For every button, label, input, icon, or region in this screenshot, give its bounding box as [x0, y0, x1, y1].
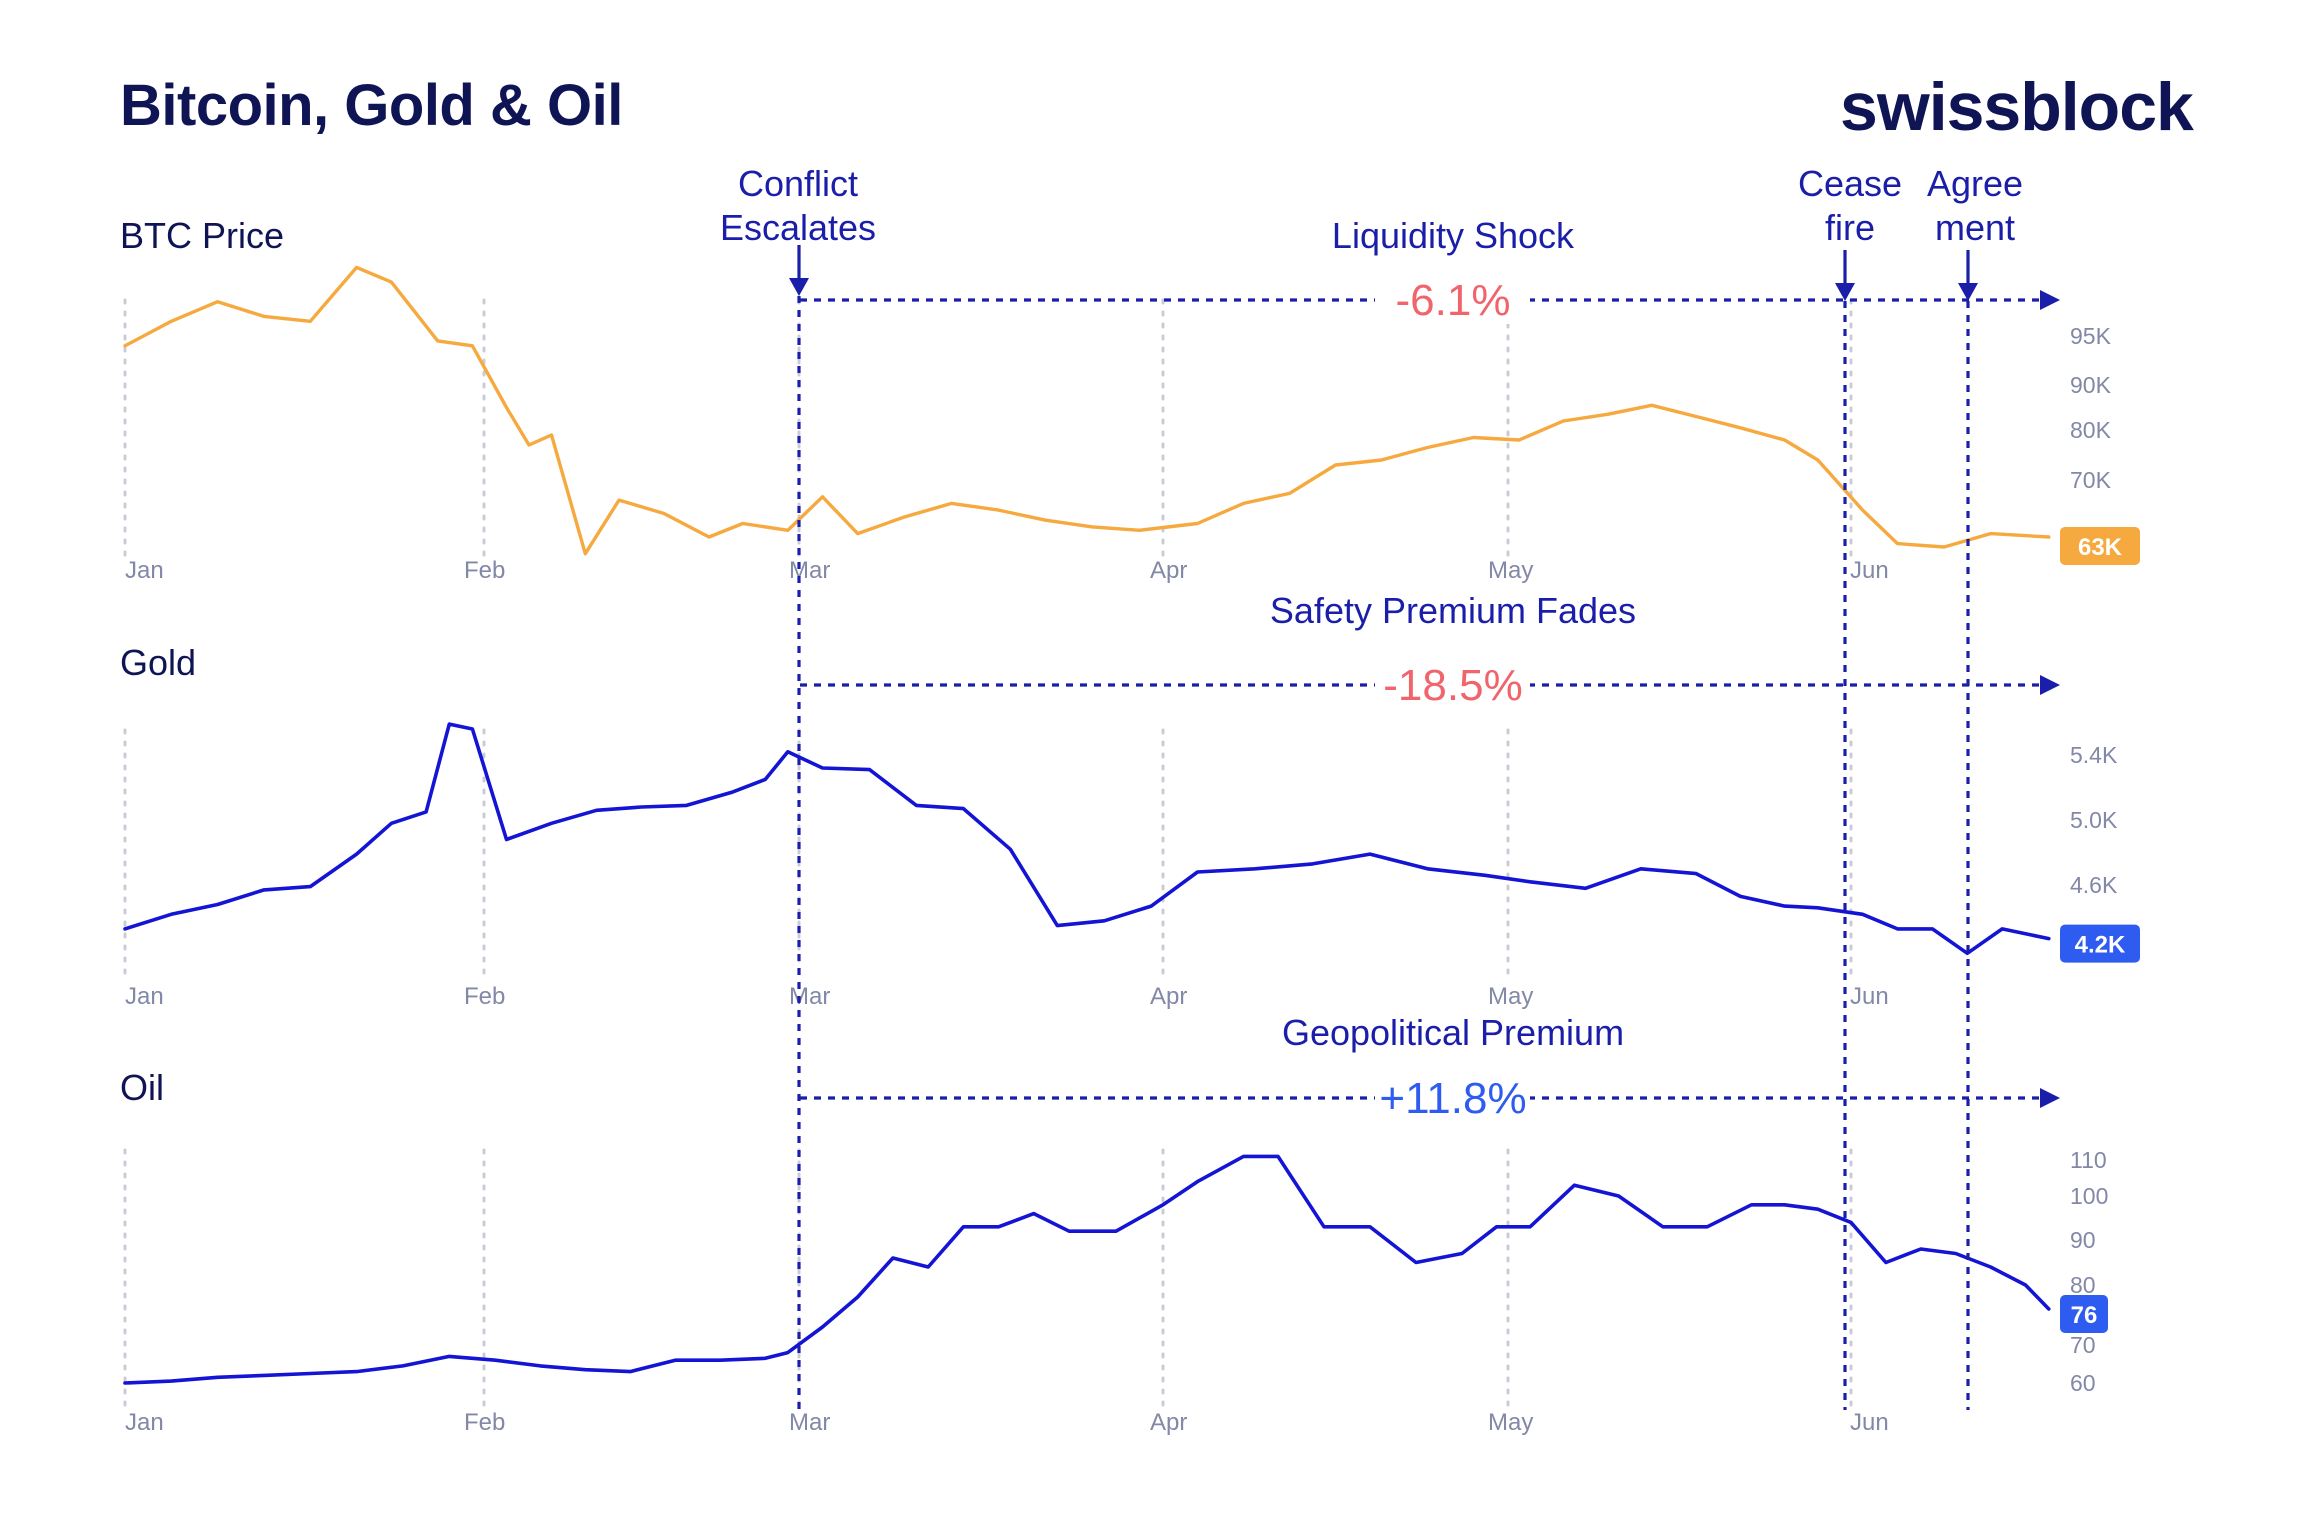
series-line-2 — [123, 1154, 2051, 1385]
change-label-bg — [1375, 659, 1530, 709]
last-value-badge — [2060, 1295, 2108, 1333]
period-label: Safety Premium Fades — [1270, 590, 1636, 631]
event-arrow-head — [1958, 283, 1978, 301]
series-line-1 — [123, 722, 2051, 956]
event-label-line2: Escalates — [720, 207, 876, 248]
x-tick-label: Mar — [789, 557, 830, 584]
y-tick-label: 60 — [2070, 1370, 2096, 1396]
y-tick-label: 95K — [2070, 323, 2112, 349]
y-tick-label: 4.6K — [2070, 872, 2118, 898]
y-tick-label: 80K — [2070, 417, 2112, 443]
event-arrow-head — [1835, 283, 1855, 301]
x-tick-label: Apr — [1150, 1409, 1187, 1436]
x-tick-label: Apr — [1150, 557, 1187, 584]
period-arrow-head — [2040, 675, 2060, 695]
change-label: -6.1% — [1396, 276, 1511, 325]
y-tick-label: 5.0K — [2070, 807, 2118, 833]
event-arrow-head — [789, 278, 809, 296]
panel-title-2: Oil — [120, 1067, 164, 1108]
x-tick-label: Mar — [789, 1409, 830, 1436]
x-tick-label: Feb — [464, 557, 505, 584]
x-tick-label: Jun — [1850, 557, 1889, 584]
y-tick-label: 90 — [2070, 1227, 2096, 1253]
change-label-bg — [1375, 274, 1530, 324]
period-label: Geopolitical Premium — [1282, 1012, 1624, 1053]
x-tick-label: Apr — [1150, 983, 1187, 1010]
y-tick-label: 70 — [2070, 1332, 2096, 1358]
y-tick-label: 110 — [2070, 1147, 2107, 1173]
x-tick-label: Jun — [1850, 983, 1889, 1010]
event-label-line1: Agree — [1927, 163, 2023, 204]
last-value-badge — [2060, 924, 2140, 963]
period-arrow-head — [2040, 1088, 2060, 1108]
x-tick-label: Jan — [125, 1409, 164, 1436]
event-label-line1: Conflict — [738, 163, 858, 204]
y-tick-label: 90K — [2070, 372, 2112, 398]
last-value-label: 76 — [2071, 1302, 2098, 1329]
x-tick-label: May — [1488, 1409, 1533, 1436]
x-tick-label: Feb — [464, 983, 505, 1010]
x-tick-label: Jan — [125, 557, 164, 584]
x-tick-label: Jan — [125, 983, 164, 1010]
brand-logo: swissblock — [1840, 69, 2194, 145]
y-tick-label: 70K — [2070, 467, 2112, 493]
last-value-label: 63K — [2078, 534, 2123, 561]
last-value-label: 4.2K — [2075, 932, 2126, 959]
panel-title-0: BTC Price — [120, 215, 284, 256]
y-tick-label: 80 — [2070, 1272, 2096, 1298]
x-tick-label: Mar — [789, 983, 830, 1010]
change-label-bg — [1375, 1072, 1530, 1122]
series-line-0 — [123, 265, 2051, 556]
period-arrow-head — [2040, 290, 2060, 310]
last-value-badge — [2060, 526, 2140, 565]
event-label-line2: ment — [1935, 207, 2015, 248]
x-tick-label: May — [1488, 557, 1533, 584]
x-tick-label: May — [1488, 983, 1533, 1010]
y-tick-label: 5.4K — [2070, 742, 2118, 768]
change-label: -18.5% — [1383, 661, 1522, 710]
x-tick-label: Feb — [464, 1409, 505, 1436]
period-label: Liquidity Shock — [1332, 215, 1575, 256]
x-tick-label: Jun — [1850, 1409, 1889, 1436]
page-title: Bitcoin, Gold & Oil — [120, 73, 623, 138]
event-label-line2: fire — [1825, 207, 1875, 248]
event-label-line1: Cease — [1798, 163, 1902, 204]
y-tick-label: 100 — [2070, 1183, 2108, 1209]
panel-title-1: Gold — [120, 642, 196, 683]
change-label: +11.8% — [1379, 1074, 1526, 1123]
